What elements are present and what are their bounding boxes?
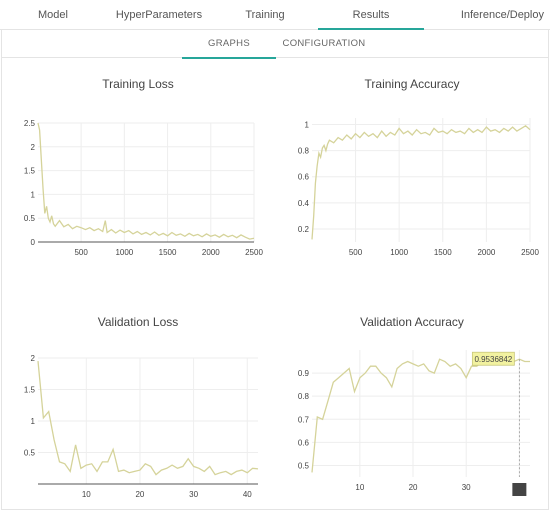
tab-training[interactable]: Training	[245, 9, 285, 21]
tab-inference-deploy[interactable]: Inference/Deploy	[460, 9, 544, 21]
tab-configuration[interactable]: CONFIGURATION	[282, 38, 366, 49]
tab-results[interactable]: Results	[318, 0, 424, 30]
results-panel: GRAPHS CONFIGURATION	[1, 30, 549, 510]
tab-model[interactable]: Model	[38, 9, 68, 21]
tab-graphs[interactable]: GRAPHS	[182, 30, 276, 59]
sub-tab-bar: GRAPHS CONFIGURATION	[2, 30, 548, 59]
tab-hyperparameters[interactable]: HyperParameters	[115, 9, 203, 21]
top-tab-bar: Model HyperParameters Training Results I…	[0, 0, 550, 30]
